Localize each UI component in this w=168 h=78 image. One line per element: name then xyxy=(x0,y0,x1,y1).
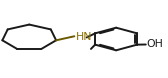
Text: HN: HN xyxy=(76,32,93,42)
Text: OH: OH xyxy=(147,39,163,50)
